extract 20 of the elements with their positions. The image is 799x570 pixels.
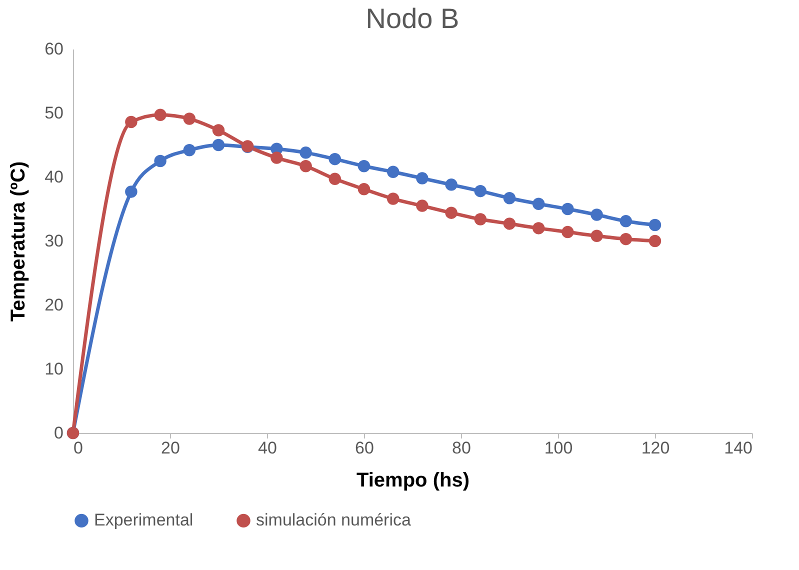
- y-axis-title: Temperatura (ºC): [8, 161, 30, 322]
- x-tick-label: 120: [641, 438, 670, 458]
- y-tick-label: 10: [44, 360, 64, 378]
- x-tick-label: 20: [161, 438, 180, 458]
- x-tick-label: 60: [355, 438, 374, 458]
- x-tick-label: 80: [452, 438, 471, 458]
- chart-title: Nodo B: [366, 3, 460, 34]
- legend-label: simulación numérica: [256, 510, 412, 530]
- y-tick-label: 50: [44, 104, 64, 122]
- y-tick-label: 30: [44, 232, 64, 250]
- y-tick-label: 60: [44, 40, 64, 58]
- x-axis-title: Tiempo (hs): [356, 470, 470, 492]
- legend-label: Experimental: [94, 510, 194, 530]
- x-tick-label: 0: [74, 438, 83, 458]
- y-tick-label: 40: [44, 168, 64, 186]
- x-tick-label: 100: [544, 438, 573, 458]
- x-tick-label: 40: [258, 438, 277, 458]
- y-tick-label: 0: [54, 424, 64, 442]
- y-tick-label: 20: [44, 296, 64, 314]
- x-tick-label: 140: [724, 438, 752, 458]
